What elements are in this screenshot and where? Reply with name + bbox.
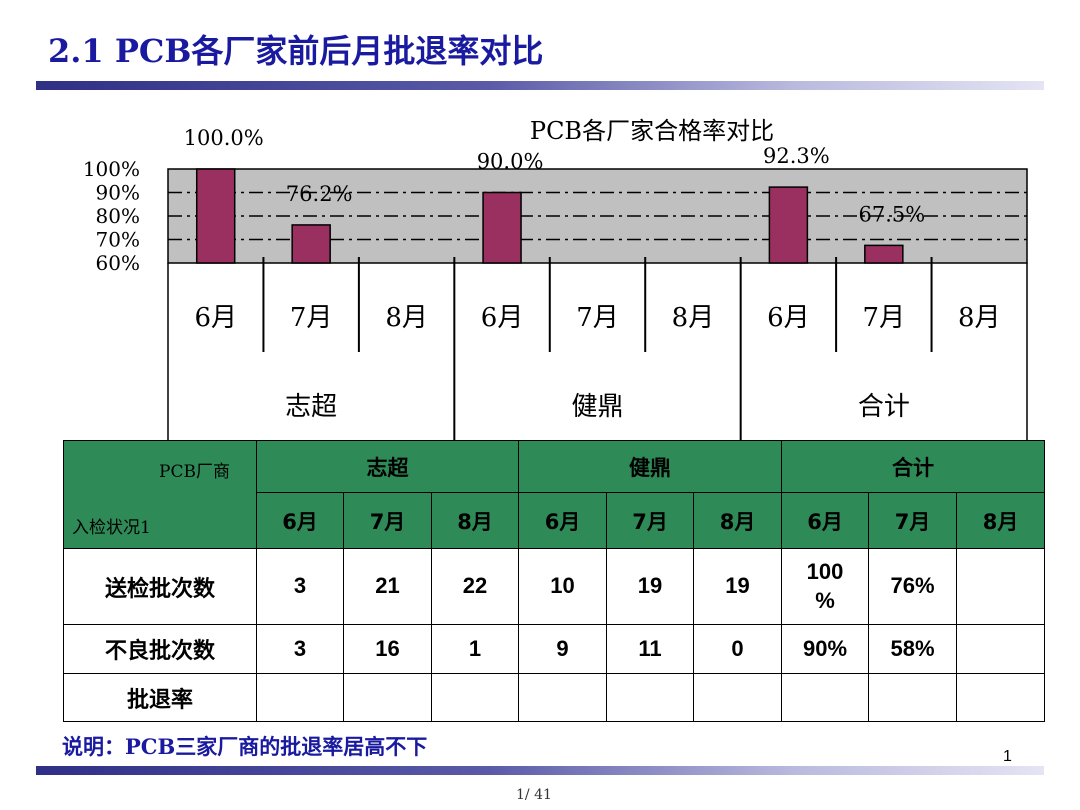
table-cell [956,548,1046,625]
group-header-jianding: 健鼎 [518,440,783,493]
month-header: 7月 [868,492,958,549]
x-tick-label: 8月 [958,303,1001,333]
table-row: 送检批次数 3 21 22 10 19 19 100 % 76% [63,548,1046,625]
table-cell: 76% [868,548,958,625]
table-cell: 100 % [781,548,870,625]
table-cell [430,673,520,722]
table-corner-header: PCB厂商 入检状况1 [63,440,257,549]
table-cell: 10 [518,548,608,625]
x-tick-label: 6月 [481,303,524,333]
table-cell: 9 [518,624,608,674]
vendor-axis-label: PCB厂商 [159,462,230,482]
table-cell: 16 [343,624,432,674]
month-header: 7月 [606,492,695,549]
table-cell: 1 [430,624,520,674]
table-row: 不良批次数 3 16 1 9 11 0 90% 58% [63,624,1046,674]
table-cell [868,673,958,722]
x-tick-label: 8月 [385,303,428,333]
data-label: 67.5% [858,202,925,226]
x-tick-label: 6月 [767,303,810,333]
table-cell: 19 [606,548,695,625]
page-counter: 1/ 41 [516,787,552,803]
table-cell: 3 [256,624,344,674]
x-tick-label: 8月 [672,303,715,333]
group-label: 志超 [285,392,337,422]
group-header-zhichao: 志超 [255,440,520,493]
footer-divider [36,766,1044,775]
y-tick-label: 90% [96,181,140,205]
table-cell [256,673,344,722]
data-label: 100.0% [184,126,264,150]
table-cell [956,673,1046,722]
bar [291,224,331,264]
month-header: 7月 [343,492,432,549]
slide-number: 1 [1003,748,1012,765]
x-tick-label: 7月 [863,303,906,333]
inspection-table: PCB厂商 入检状况1 志超 健鼎 合计 6月 7月 8月 6月 7月 8月 6月 7月 8月 … [63,440,1046,722]
data-label: 76.2% [286,182,353,206]
month-header: 8月 [693,492,783,549]
x-tick-label: 7月 [576,303,619,333]
table-cell: 21 [343,548,432,625]
y-tick-label: 80% [96,204,140,228]
group-header-total: 合计 [781,440,1046,493]
page-title: 2.1 PCB各厂家前后月批退率对比 [48,32,544,70]
row-label: 送检批次数 [63,548,257,625]
bar [482,191,522,264]
month-header: 8月 [956,492,1046,549]
row-label: 不良批次数 [63,624,257,674]
x-tick-label: 6月 [194,303,237,333]
group-label: 合计 [858,392,910,422]
y-tick-label: 100% [83,157,140,181]
month-header: 8月 [430,492,520,549]
month-header: 6月 [256,492,344,549]
table-cell: 11 [606,624,695,674]
table-cell: 19 [693,548,783,625]
y-tick-label: 60% [96,251,140,275]
table-cell [518,673,608,722]
bar [864,244,904,264]
table-cell [343,673,432,722]
data-label: 92.3% [763,144,830,168]
table-row: 批退率 [63,673,1046,722]
bar [195,168,236,264]
chart-title: PCB各厂家合格率对比 [530,117,774,145]
table-cell [693,673,783,722]
table-cell [956,624,1046,674]
x-tick-label: 7月 [290,303,333,333]
y-tick-label: 70% [96,228,140,252]
pass-rate-chart: 100%90%80%70%60% 100.0% 76.2% 90.0% 92.3% 67.… [83,117,1028,440]
explanation-note: 说明：PCB三家厂商的批退率居高不下 [62,734,428,759]
group-label: 健鼎 [571,392,623,422]
table-cell: 0 [693,624,783,674]
data-label: 90.0% [477,150,544,174]
table-cell: 3 [256,548,344,625]
month-header: 6月 [518,492,608,549]
month-header: 6月 [781,492,870,549]
bar [768,186,809,264]
row-label: 批退率 [63,673,257,722]
table-cell [781,673,870,722]
table-cell: 22 [430,548,520,625]
inspection-axis-label: 入检状况1 [72,518,151,538]
title-divider [36,81,1044,90]
table-cell: 58% [868,624,958,674]
table-cell: 90% [781,624,870,674]
table-cell [606,673,695,722]
